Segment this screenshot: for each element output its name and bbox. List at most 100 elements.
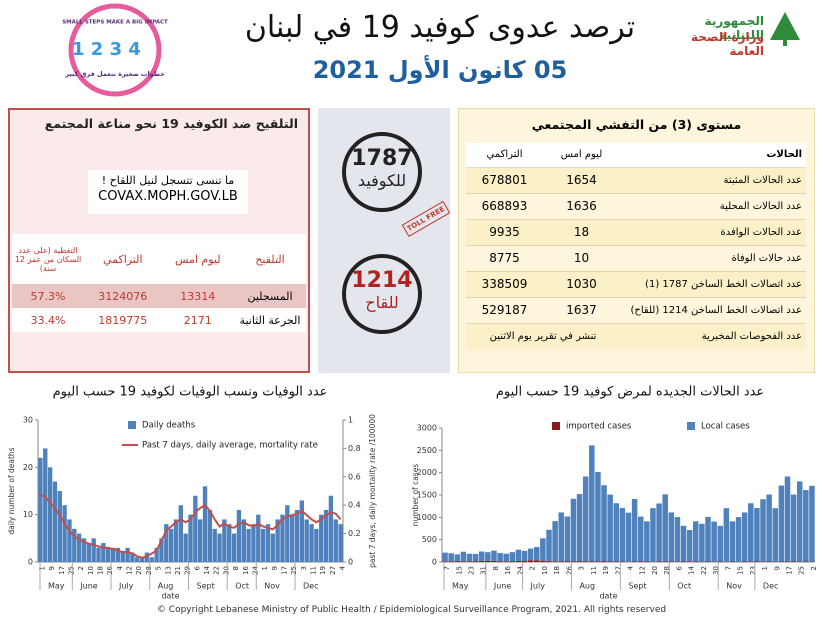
bar (558, 512, 564, 562)
bar (43, 448, 48, 562)
x-tick-label: 23 (468, 566, 476, 575)
y2-tick-label: 0.4 (348, 501, 361, 510)
x-tick-label: 27 (614, 566, 622, 575)
bar (52, 481, 58, 562)
column-header: التراكمي (486, 149, 523, 161)
legend-label: Local cases (701, 422, 750, 432)
x-tick-label: 4 (116, 565, 124, 570)
y-tick-label: 20 (23, 463, 33, 472)
bar (222, 519, 227, 562)
y-tick-label: 1500 (417, 491, 437, 500)
vaccination-table: التلقيح ليوم امس التراكمي التغطية (على ع… (12, 234, 306, 332)
bar (674, 517, 681, 562)
x-tick-label: 25 (798, 566, 806, 575)
bar (260, 528, 266, 562)
legend-swatch (128, 421, 136, 429)
row-label: عدد اتصالات الخط الساخن 1214 (للقاح) (630, 304, 803, 316)
bar (631, 499, 638, 562)
bar (540, 538, 546, 561)
x-tick-label: 21 (174, 566, 182, 575)
bar (717, 525, 723, 562)
legend-label: Daily deaths (142, 421, 196, 431)
x-tick-label: 19 (319, 566, 327, 575)
x-tick-label: 28 (663, 566, 671, 575)
page-title: ترصد عدوى كوفيد 19 في لبنان (244, 10, 636, 45)
website[interactable]: COVAX.MOPH.GOV.LB (98, 189, 238, 204)
bar (686, 530, 693, 562)
x-tick-label: 31 (480, 566, 488, 575)
x-tick-label: 15 (455, 566, 463, 575)
hotline-badge: 1787 للكوفيد (342, 132, 422, 212)
bar (503, 561, 509, 562)
bar (47, 467, 53, 562)
bar (478, 551, 485, 561)
line-series (40, 494, 342, 559)
bar (299, 500, 305, 562)
row-label: عدد حالات الوفاة (731, 252, 802, 264)
x-tick-label: 22 (700, 566, 708, 575)
column-header: ليوم امس (560, 149, 603, 161)
bar (241, 519, 246, 562)
bar (784, 476, 791, 562)
column-header: ليوم امس (174, 252, 221, 266)
x-tick-label: 12 (639, 566, 647, 575)
bar (772, 508, 779, 562)
table-row: عدد اتصالات الخط الساخن 1787 (1) 1030 3385… (466, 271, 806, 297)
bar (154, 547, 159, 562)
x-tick-label: 14 (688, 565, 696, 574)
bar (328, 495, 334, 562)
bar (101, 543, 106, 562)
footer: © Copyright Lebanese Ministry of Public … (156, 605, 667, 615)
x-tick-label: 1 (761, 566, 769, 570)
bar (442, 552, 448, 562)
bar (693, 521, 699, 562)
bar (637, 561, 644, 562)
cell: 1637 (566, 303, 597, 317)
y2-tick-label: 1 (348, 416, 353, 425)
bar (472, 561, 479, 562)
month-label: July (530, 582, 546, 591)
cell: 3124076 (98, 289, 148, 303)
bar (485, 560, 491, 562)
x-tick-label: 14 (203, 565, 211, 574)
y2-axis-label: past 7 days, daily mortality rate /10000… (368, 414, 377, 568)
cedar-logo (770, 12, 800, 40)
month-label: Aug (158, 582, 174, 591)
bar (478, 560, 485, 562)
bar (466, 553, 473, 562)
bar (644, 521, 650, 562)
y-tick-label: 0 (432, 558, 437, 567)
bar (198, 519, 203, 562)
bar (521, 550, 528, 561)
bar (607, 494, 613, 562)
bar (754, 507, 760, 562)
bar (491, 560, 497, 562)
bar (164, 524, 169, 562)
legend-label: Past 7 days, daily average, mortality ra… (142, 441, 318, 451)
bar (509, 561, 516, 562)
bar (662, 494, 668, 562)
legend-label: imported cases (566, 422, 632, 432)
bar (686, 561, 693, 562)
x-tick-label: 11 (590, 566, 598, 575)
bar (106, 547, 111, 562)
bar (570, 498, 577, 562)
x-tick-label: 22 (213, 566, 221, 575)
cedar-logo (783, 40, 787, 46)
bar (491, 550, 497, 561)
x-tick-label: 28 (145, 566, 153, 575)
bar (125, 547, 130, 562)
month-label: Nov (264, 582, 280, 591)
month-label: Aug (579, 582, 595, 591)
bar (705, 516, 711, 562)
bar (485, 552, 491, 561)
x-tick-label: 27 (329, 566, 337, 575)
cell: 10 (573, 251, 590, 265)
reminder: ما تنسى تتسجل لنيل اللقاح ! (101, 174, 235, 187)
y2-tick-label: 0 (348, 558, 353, 567)
x-tick-label: 4 (627, 565, 635, 570)
month-label: May (48, 582, 65, 591)
bar (135, 557, 140, 562)
x-tick-label: 3 (300, 566, 308, 570)
